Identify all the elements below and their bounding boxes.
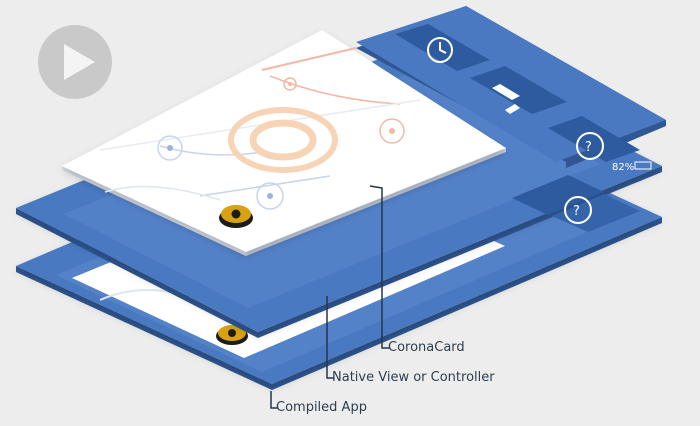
- ui-tile-tools: [470, 66, 567, 114]
- rink-red-curve: [269, 75, 401, 105]
- rink-red-line-top: [261, 47, 357, 71]
- play-icon: [64, 44, 95, 80]
- corona-card-edge: [62, 166, 246, 256]
- corona-logo: [228, 107, 338, 173]
- faceoff-dot-blue-1: [167, 145, 173, 151]
- ui-tile-help: [548, 116, 640, 162]
- ui-tile-clock: [395, 24, 490, 71]
- faceoff-dot-red-1: [288, 82, 292, 86]
- faceoff-dot-red-2: [389, 128, 395, 134]
- faceoff-circle-blue-2: [256, 182, 284, 210]
- callout-line-compiled-app: [270, 391, 278, 409]
- callout-line-coronacard: [369, 185, 390, 349]
- compiled-app-puck: [216, 325, 248, 345]
- battery-percent: 82%: [612, 162, 634, 173]
- callout-line-native-view: [326, 296, 334, 379]
- clock-icon: [427, 37, 453, 63]
- callout-lines: [270, 185, 390, 409]
- label-compiled-app: Compiled App: [276, 400, 367, 415]
- native-tile-1: [512, 175, 604, 215]
- battery-icon: [634, 161, 652, 170]
- native-view-edge: [16, 166, 662, 338]
- rink-goal-arc: [104, 185, 221, 201]
- faceoff-circle-red-2: [379, 118, 405, 144]
- faceoff-dot-blue-2: [267, 193, 273, 199]
- rink-blue-line-2: [199, 175, 331, 197]
- native-view-tiles: ?: [512, 175, 640, 232]
- faceoff-circle-blue-1: [157, 135, 183, 161]
- help-icon-top: [576, 132, 604, 160]
- corona-puck: [219, 205, 253, 228]
- help-icon: [564, 196, 592, 224]
- label-coronacard: CoronaCard: [388, 340, 465, 355]
- help-icon-top-glyph: ?: [585, 140, 592, 155]
- corona-card-panel: [62, 30, 506, 252]
- corona-card-edge-right: [246, 148, 506, 256]
- help-icon-glyph: ?: [573, 204, 580, 219]
- hammer-icon: [492, 84, 520, 100]
- compiled-app-edge: [16, 217, 662, 390]
- corona-card-layer: [62, 30, 506, 256]
- wrench-icon: [505, 104, 520, 114]
- play-button[interactable]: [38, 25, 112, 99]
- faceoff-circle-red-1: [283, 77, 297, 91]
- clock-icon-hands: [439, 42, 447, 54]
- phone-ui-layer: ? 82%: [356, 6, 666, 173]
- label-native-view: Native View or Controller: [332, 370, 495, 385]
